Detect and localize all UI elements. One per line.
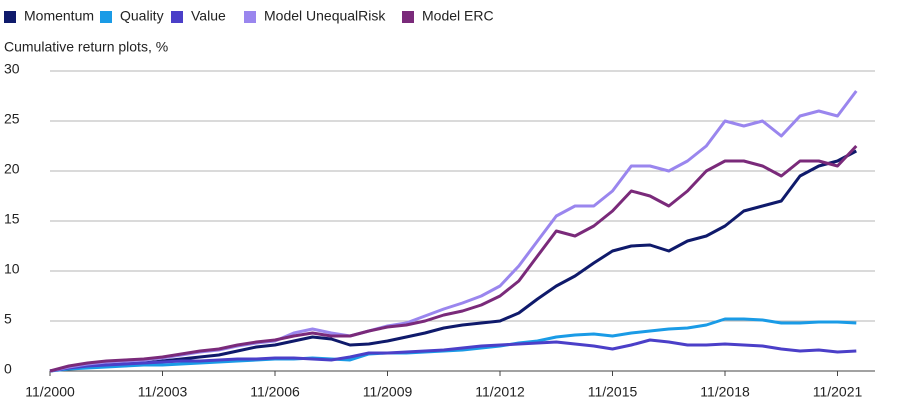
x-tick-label: 11/2003 [138, 384, 188, 400]
x-tick-label: 11/2021 [813, 384, 863, 400]
series-line [49, 90, 858, 373]
x-tick-label: 11/2012 [475, 384, 525, 400]
legend-label: Model UnequalRisk [264, 8, 386, 24]
x-tick-label: 11/2015 [588, 384, 638, 400]
y-tick-label: 5 [4, 311, 12, 327]
legend-swatch [402, 11, 414, 23]
legend-swatch [100, 11, 112, 23]
y-tick-label: 10 [4, 261, 20, 277]
legend-swatch [171, 11, 183, 23]
series-line [49, 149, 858, 373]
y-tick-label: 15 [4, 211, 20, 227]
legend-label: Quality [120, 8, 164, 24]
y-tick-label: 25 [4, 111, 20, 127]
x-tick-label: 11/2006 [250, 384, 300, 400]
legend-swatch [244, 11, 256, 23]
x-tick-label: 11/2000 [25, 384, 75, 400]
legend-label: Value [191, 8, 226, 24]
y-tick-label: 0 [4, 361, 12, 377]
y-tick-label: 20 [4, 161, 20, 177]
legend-label: Momentum [24, 8, 94, 24]
legend-swatch [4, 11, 16, 23]
y-tick-label: 30 [4, 61, 20, 77]
series-line [49, 144, 858, 373]
series-line [49, 338, 857, 373]
x-tick-label: 11/2018 [700, 384, 750, 400]
chart-subtitle: Cumulative return plots, % [4, 39, 168, 55]
x-tick-label: 11/2009 [363, 384, 413, 400]
legend-label: Model ERC [422, 8, 494, 24]
